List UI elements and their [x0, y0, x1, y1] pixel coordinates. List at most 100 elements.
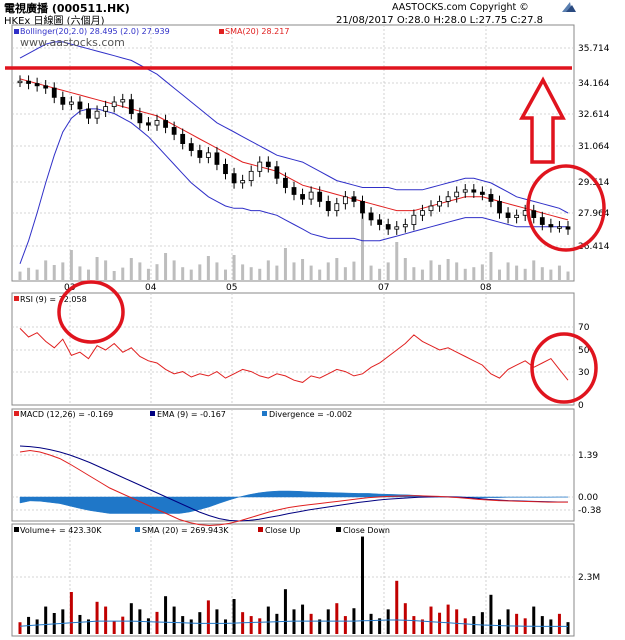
price-panel-volume-bar — [403, 258, 407, 280]
candle-body — [94, 110, 100, 119]
price-panel-volume-bar — [121, 267, 125, 280]
volume-bar — [309, 613, 313, 634]
candle-body — [86, 108, 91, 119]
price-panel-volume-bar — [35, 269, 39, 280]
price-panel-volume-bar — [292, 262, 296, 280]
price-panel-volume-bar — [455, 262, 459, 280]
volume-bar — [403, 603, 407, 634]
price-tick-label: 34.164 — [578, 79, 610, 89]
candle-body — [205, 152, 211, 158]
candle-body — [240, 180, 246, 184]
volume-bar — [301, 604, 305, 634]
up-arrow-annotation — [519, 76, 566, 164]
watermark-text: www.aastocks.com — [20, 36, 125, 49]
candle-body — [291, 187, 297, 195]
volume-bar — [18, 622, 22, 634]
price-panel-volume-bar — [463, 268, 467, 280]
volume-bar — [206, 600, 210, 634]
price-panel-volume-bar — [104, 260, 108, 280]
macd-legend: MACD (12,26) = -0.169 EMA (9) = -0.167 D… — [14, 410, 352, 419]
volume-bar — [266, 606, 270, 634]
candle-body — [565, 226, 571, 230]
price-panel-volume-bar — [420, 269, 424, 280]
candle-body — [471, 189, 477, 193]
candle-body — [283, 177, 288, 188]
candle-body — [231, 173, 237, 184]
price-panel-volume-bar — [44, 260, 48, 280]
volume-bar — [232, 599, 236, 634]
candle-body — [188, 143, 194, 151]
volume-bar — [532, 606, 536, 634]
aastocks-logo-icon — [562, 2, 576, 12]
volume-bar — [386, 609, 390, 634]
price-tick-label: 27.964 — [578, 209, 610, 219]
close-down-legend-label: Close Down — [343, 526, 390, 535]
volume-bar — [506, 609, 510, 634]
candle-body — [154, 120, 160, 126]
candle-body — [248, 170, 254, 181]
price-panel-volume-bar — [266, 260, 270, 280]
copyright-text: AASTOCKS.com Copyright © — [392, 2, 529, 13]
volume-bar — [438, 612, 442, 634]
candle-body — [128, 99, 134, 114]
close-up-legend-label: Close Up — [265, 526, 300, 535]
macd-series — [19, 445, 569, 527]
price-panel-volume-bar — [283, 248, 287, 280]
candle-body — [514, 214, 520, 218]
price-tick-label: 31.064 — [578, 142, 610, 152]
close-up-legend-swatch — [258, 527, 263, 532]
candle-body — [411, 214, 417, 225]
candle-body — [497, 200, 502, 214]
price-panel-volume-bar — [189, 269, 193, 280]
x-tick-label: 08 — [480, 283, 492, 293]
volume-bar — [164, 596, 168, 634]
volume-bar — [44, 606, 48, 634]
ema-legend-label: EMA (9) = -0.167 — [157, 410, 226, 419]
price-panel-volume-bar — [557, 265, 561, 280]
candle-body — [377, 219, 383, 225]
chart-title: 電視廣播 (000511.HK) — [4, 1, 130, 15]
candle-body — [146, 122, 151, 126]
rsi-tick-label: 70 — [578, 323, 590, 333]
volume-bar — [78, 614, 82, 634]
volume-bar — [172, 606, 176, 634]
volume-bar — [121, 616, 125, 634]
price-panel-volume-bar — [326, 262, 330, 280]
rsi-tick-label: 50 — [578, 346, 590, 356]
price-panel-volume-bar — [352, 261, 356, 280]
volume-bar — [472, 616, 476, 634]
volume-bar — [455, 609, 459, 634]
bollinger-upper-line — [19, 41, 569, 214]
volume-legend-swatch — [14, 527, 19, 532]
candle-body — [505, 212, 511, 218]
volume-bar — [429, 606, 433, 634]
volume-legend: Volume+ = 423.30K SMA (20) = 269.943K Cl… — [14, 526, 390, 535]
price-panel-volume-bar — [18, 271, 22, 280]
candle-body — [325, 200, 331, 212]
volume-bar — [224, 619, 227, 634]
volume-bar — [87, 619, 90, 634]
volume-bar — [412, 616, 416, 634]
price-panel-volume-bar — [241, 264, 245, 280]
volume-bar — [515, 613, 519, 634]
volume-bar — [275, 613, 279, 634]
candle-body — [368, 212, 374, 221]
candle-body — [197, 150, 203, 158]
volume-panel — [11, 523, 575, 637]
volume-bar — [420, 619, 424, 634]
candle-body — [17, 80, 23, 84]
price-panel-volume-bar — [395, 242, 399, 280]
price-panel-volume-bar — [275, 265, 279, 280]
candle-body — [77, 101, 83, 110]
price-panel-volume-bar — [249, 267, 253, 280]
price-panel-volume-bar — [198, 264, 202, 280]
macd-panel — [11, 408, 575, 522]
price-panel-volume-bar — [438, 264, 442, 280]
volume-sma-line — [19, 619, 568, 627]
candle-body — [180, 133, 186, 144]
volume-bar — [463, 618, 467, 634]
macd-legend-swatch — [14, 411, 19, 416]
price-panel-volume-bar — [369, 265, 373, 280]
price-series — [17, 41, 571, 264]
